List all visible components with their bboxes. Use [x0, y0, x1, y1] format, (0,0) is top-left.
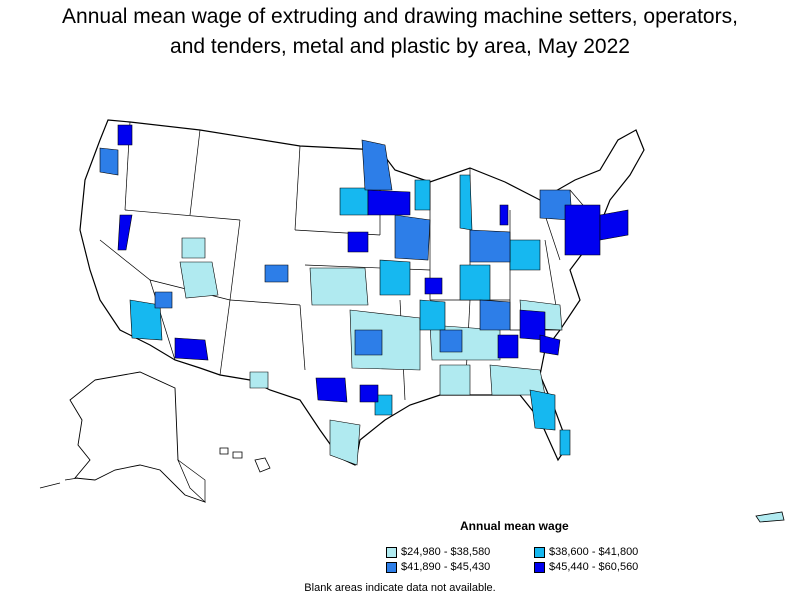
puerto-rico — [755, 511, 785, 523]
hawaii-islands — [219, 447, 271, 473]
legend-swatch-3 — [386, 561, 397, 573]
no-data-note: Blank areas indicate data not available. — [304, 582, 496, 594]
title-line-1: Annual mean wage of extruding and drawin… — [62, 5, 738, 28]
map-title: Annual mean wage of extruding and drawin… — [0, 2, 800, 62]
legend-label-4: $45,440 - $60,560 — [549, 561, 639, 573]
legend-swatch-4 — [534, 561, 545, 573]
legend-swatch-1 — [386, 546, 397, 558]
legend-item-2: $38,600 - $41,800 — [534, 546, 638, 558]
legend-item-4: $45,440 - $60,560 — [534, 561, 638, 573]
title-line-2: and tenders, metal and plastic by area, … — [170, 35, 630, 58]
legend-item-1: $24,980 - $38,580 — [386, 546, 490, 558]
alaska-outline — [69, 371, 206, 503]
legend-title: Annual mean wage — [460, 519, 569, 533]
legend-item-3: $41,890 - $45,430 — [386, 561, 490, 573]
legend-swatch-2 — [534, 546, 545, 558]
aleutian-islands — [39, 477, 79, 489]
wage-band-1-regions — [179, 237, 563, 466]
alaska-panhandle — [177, 458, 206, 503]
legend-label-3: $41,890 - $45,430 — [401, 561, 491, 573]
legend-label-1: $24,980 - $38,580 — [401, 546, 491, 558]
legend-label-2: $38,600 - $41,800 — [549, 546, 639, 558]
wage-band-3-regions — [99, 139, 573, 356]
wage-band-4-regions — [117, 124, 629, 403]
